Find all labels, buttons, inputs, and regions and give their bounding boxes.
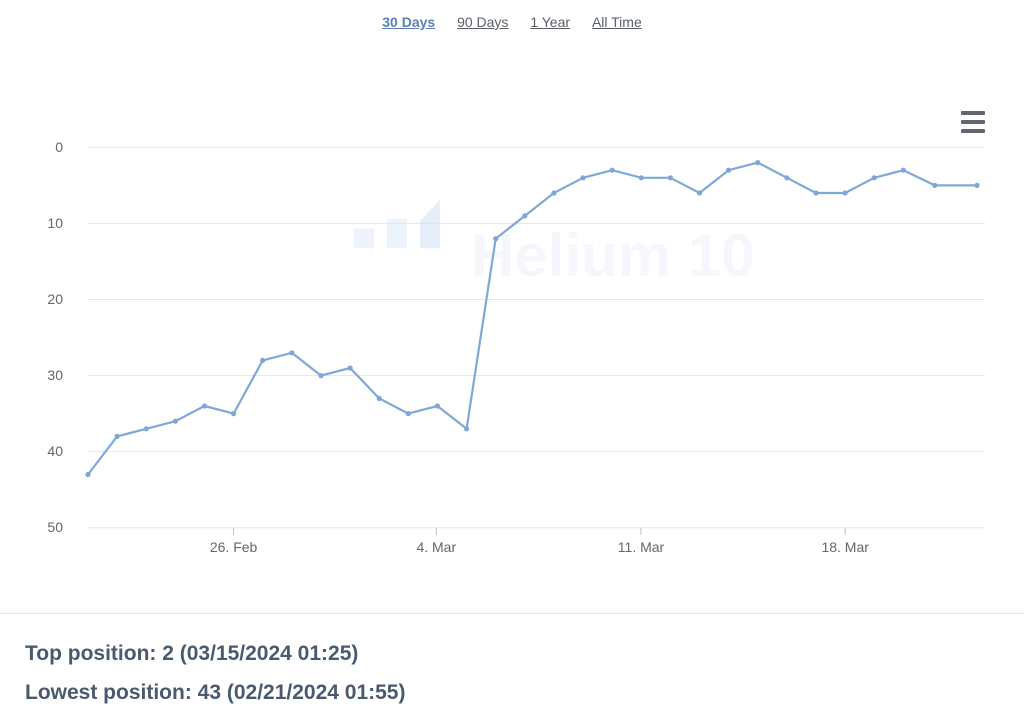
svg-text:18. Mar: 18. Mar xyxy=(821,539,869,555)
svg-text:30: 30 xyxy=(47,367,63,383)
svg-text:11. Mar: 11. Mar xyxy=(618,539,665,555)
svg-text:4. Mar: 4. Mar xyxy=(416,539,456,555)
svg-text:0: 0 xyxy=(55,139,63,155)
svg-text:20: 20 xyxy=(47,291,63,307)
svg-text:Helium 10: Helium 10 xyxy=(471,222,754,289)
svg-text:10: 10 xyxy=(47,215,63,231)
svg-text:26. Feb: 26. Feb xyxy=(210,539,258,555)
svg-text:50: 50 xyxy=(47,519,63,535)
svg-text:40: 40 xyxy=(47,443,63,459)
